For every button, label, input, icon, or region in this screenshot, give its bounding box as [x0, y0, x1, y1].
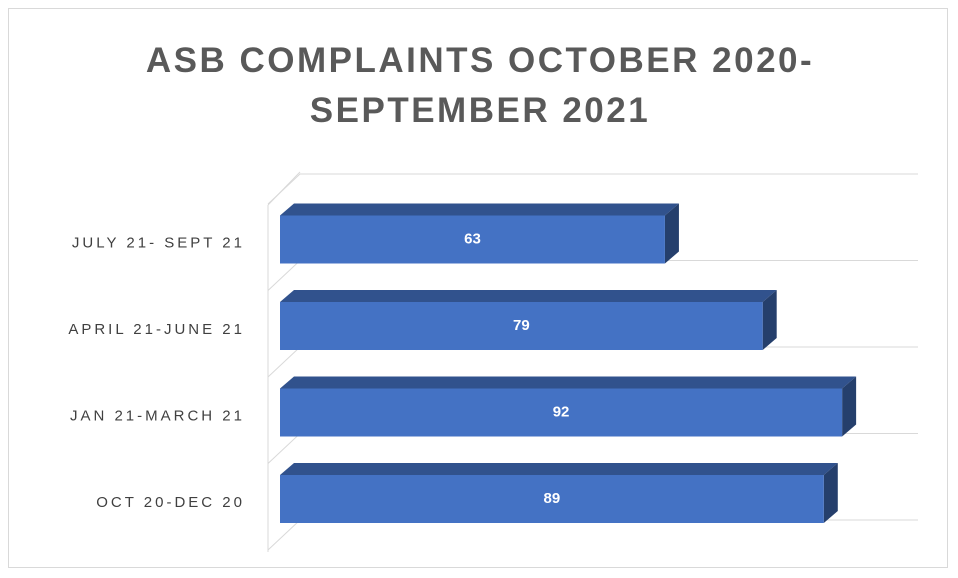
floor-line: [267, 433, 918, 464]
chart-title: ASB COMPLAINTS OCTOBER 2020-SEPTEMBER 20…: [145, 41, 815, 130]
category-label: APRIL 21-JUNE 21: [68, 321, 245, 338]
category-label: JULY 21- SEPT 21: [72, 234, 245, 251]
bar-side: [823, 463, 838, 523]
value-label: 89: [544, 490, 561, 507]
floor-line: [267, 260, 918, 291]
bar-top: [280, 463, 838, 475]
value-label: 92: [553, 403, 570, 420]
bar-side: [762, 290, 777, 350]
bar: [280, 302, 763, 350]
bar-side: [664, 203, 679, 264]
bar: [280, 215, 665, 264]
category-label: OCT 20-DEC 20: [96, 494, 245, 511]
bar-top: [280, 290, 777, 302]
bar-top: [280, 376, 857, 389]
value-label: 63: [464, 230, 481, 247]
floor-line: [267, 173, 918, 205]
chart-frame: [8, 8, 948, 568]
value-label: 79: [513, 317, 530, 334]
category-label: JAN 21-MARCH 21: [70, 407, 245, 424]
bar: [280, 388, 843, 437]
bar-side: [842, 376, 857, 437]
bar-top: [280, 203, 679, 216]
floor-line: [267, 346, 918, 378]
bar: [280, 475, 824, 523]
floor-line: [267, 519, 918, 551]
